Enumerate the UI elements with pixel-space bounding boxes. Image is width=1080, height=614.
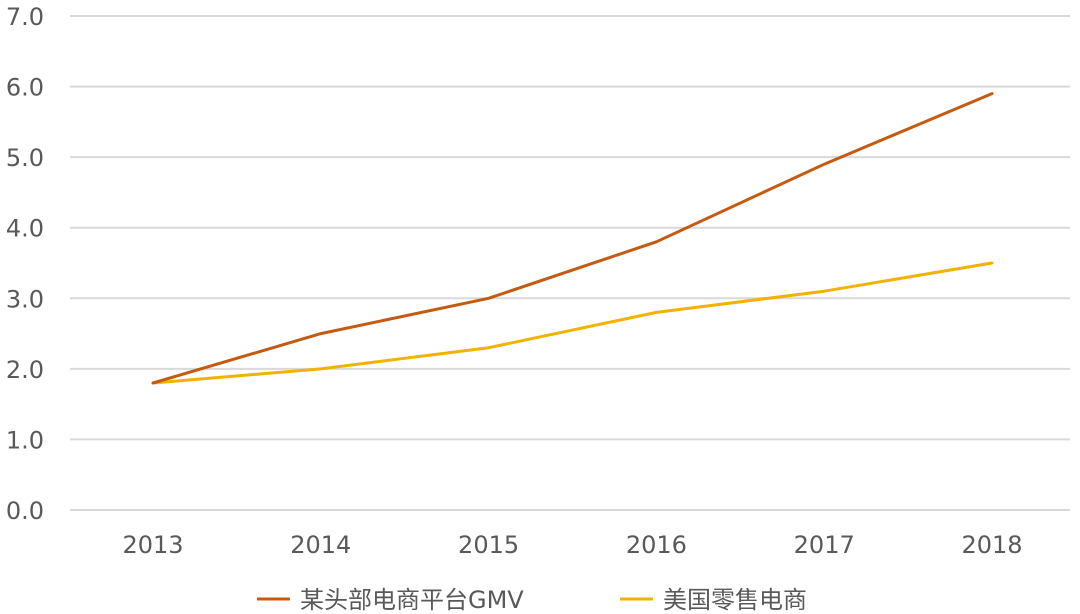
x-axis-tick-labels: 2013 2014 2015 2016 2017 2018 — [122, 531, 1022, 559]
legend-label: 美国零售电商 — [663, 586, 807, 614]
y-tick-label: 5.0 — [6, 144, 44, 172]
series-line-1 — [151, 92, 994, 385]
gridlines — [70, 15, 1070, 511]
legend-label: 某头部电商平台GMV — [300, 586, 524, 614]
y-tick-label: 0.0 — [6, 497, 44, 525]
y-tick-label: 6.0 — [6, 74, 44, 102]
y-tick-label: 1.0 — [6, 426, 44, 454]
legend: 某头部电商平台GMV 美国零售电商 — [257, 586, 807, 614]
y-tick-label: 2.0 — [6, 356, 44, 384]
y-tick-label: 3.0 — [6, 285, 44, 313]
x-tick-label: 2013 — [122, 531, 183, 559]
x-tick-label: 2017 — [794, 531, 855, 559]
legend-item-2: 美国零售电商 — [620, 586, 807, 614]
series-lines — [151, 92, 994, 385]
x-tick-label: 2014 — [290, 531, 351, 559]
legend-item-1: 某头部电商平台GMV — [257, 586, 524, 614]
y-axis-tick-labels: 0.0 1.0 2.0 3.0 4.0 5.0 6.0 7.0 — [6, 3, 44, 525]
x-tick-label: 2018 — [961, 531, 1022, 559]
y-tick-label: 7.0 — [6, 3, 44, 31]
y-tick-label: 4.0 — [6, 215, 44, 243]
x-tick-label: 2015 — [458, 531, 519, 559]
series-line-2 — [151, 261, 994, 385]
x-tick-label: 2016 — [626, 531, 687, 559]
